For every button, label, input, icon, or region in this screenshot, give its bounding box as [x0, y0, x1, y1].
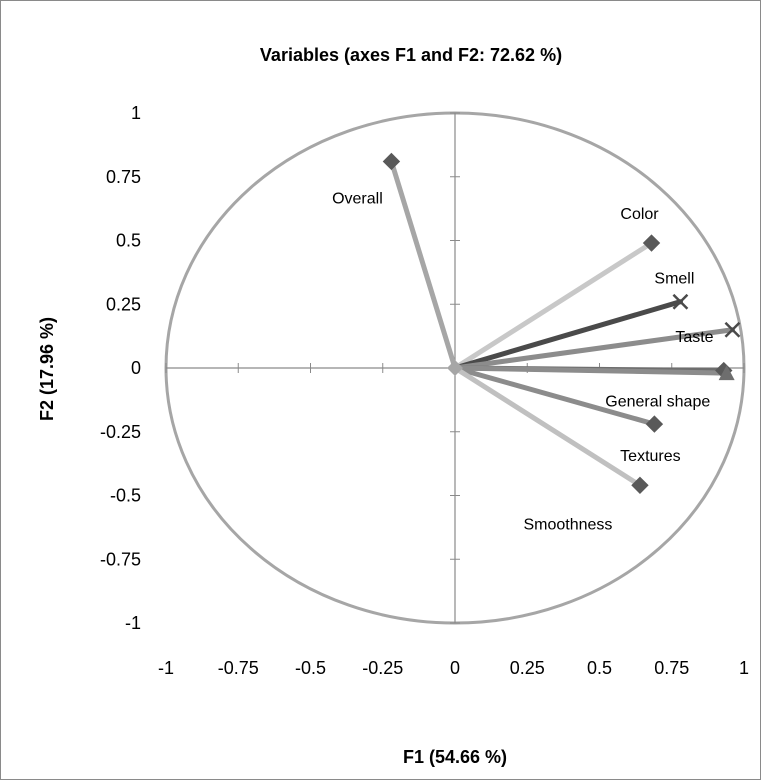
y-tick-label: -1 [125, 613, 141, 633]
y-tick-label: 0.25 [106, 294, 141, 314]
y-tick-label: 0.75 [106, 167, 141, 187]
vector-line [452, 299, 683, 371]
y-tick-label: 1 [131, 103, 141, 123]
x-tick-label: -0.25 [362, 658, 403, 678]
cross-marker [672, 293, 689, 310]
point-label: Smell [654, 271, 694, 288]
vector-line [452, 365, 730, 376]
x-tick-label: 1 [739, 658, 749, 678]
x-tick-label: -1 [158, 658, 174, 678]
x-tick-label: 0.25 [510, 658, 545, 678]
y-axis-title: F2 (17.96 %) [37, 317, 57, 421]
y-tick-label: -0.25 [100, 422, 141, 442]
x-tick-label: 0.75 [654, 658, 689, 678]
diamond-marker [382, 152, 401, 171]
x-axis-title: F1 (54.66 %) [403, 747, 507, 767]
diamond-marker [645, 415, 664, 433]
point-label: Overall [332, 190, 383, 207]
y-tick-label: 0 [131, 358, 141, 378]
origin-marker [447, 360, 463, 376]
point-label: Color [620, 206, 659, 223]
chart-title: Variables (axes F1 and F2: 72.62 %) [260, 45, 562, 65]
y-tick-label: -0.75 [100, 549, 141, 569]
vector-line [452, 327, 735, 371]
triangle-marker [718, 365, 735, 381]
x-tick-label: -0.75 [218, 658, 259, 678]
point-label: Smoothness [523, 516, 612, 533]
point-label: Textures [620, 448, 680, 465]
cross-marker [724, 321, 741, 338]
vector-line [452, 240, 655, 371]
vector-line [452, 365, 643, 488]
vector-line [452, 365, 657, 427]
x-tick-label: 0 [450, 658, 460, 678]
diamond-marker [642, 234, 661, 252]
plot-area: -1 -0.75 -0.5 -0.25 0 0.25 0.5 0.75 1 1 0.75 0.5 0.2… [100, 103, 749, 678]
point-label: General shape [605, 394, 710, 411]
vector-line [388, 158, 458, 371]
y-tick-label: 0.5 [116, 231, 141, 251]
diamond-marker [631, 476, 649, 495]
y-tick-label: -0.5 [110, 486, 141, 506]
point-label: Taste [675, 329, 713, 346]
x-tick-label: -0.5 [295, 658, 326, 678]
x-tick-label: 0.5 [587, 658, 612, 678]
